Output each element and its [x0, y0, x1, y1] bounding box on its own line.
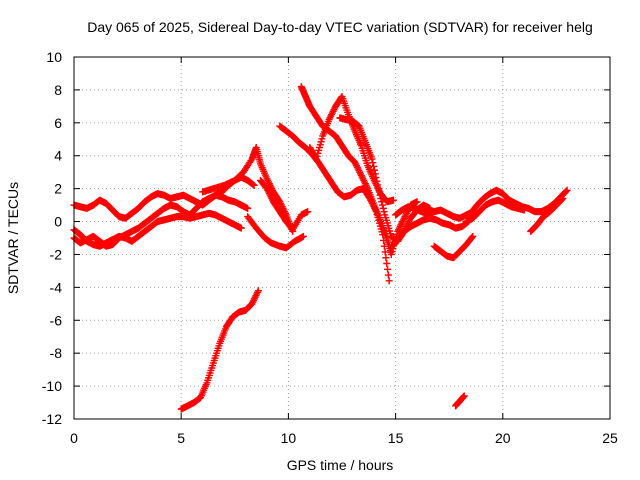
- y-tick-label: 10: [46, 49, 62, 65]
- data-point: [377, 195, 385, 203]
- data-point: [244, 204, 252, 212]
- y-axis-title: SDTVAR / TECUs: [5, 182, 21, 294]
- x-tick-label: 20: [495, 430, 511, 446]
- y-tick-label: -4: [50, 279, 63, 295]
- data-layer: [70, 83, 571, 413]
- tick-label-layer: 0 5 10 15 20 25 -12 -10 -8 -6 -4 -2 0 2 4 6 8 10: [42, 49, 618, 446]
- x-axis-title: GPS time / hours: [287, 457, 394, 473]
- series-track-m: [430, 232, 477, 262]
- y-tick-label: 2: [54, 181, 62, 197]
- x-tick-label: 15: [388, 430, 404, 446]
- data-point: [413, 198, 421, 206]
- data-point: [383, 260, 391, 268]
- data-point: [379, 204, 387, 212]
- data-point: [389, 196, 397, 204]
- data-point: [562, 187, 570, 195]
- data-point: [254, 287, 262, 295]
- y-tick-label: 0: [54, 214, 62, 230]
- data-point: [250, 181, 258, 189]
- data-point: [372, 174, 380, 182]
- data-point: [559, 195, 567, 203]
- y-tick-label: -8: [50, 345, 63, 361]
- data-point: [370, 166, 378, 174]
- series-track-k: [392, 203, 477, 222]
- x-tick-label: 25: [602, 430, 618, 446]
- series-track-p: [527, 195, 567, 235]
- series-track-f: [257, 176, 312, 234]
- chart-title: Day 065 of 2025, Sidereal Day-to-day VTE…: [87, 19, 593, 35]
- data-point: [378, 198, 386, 206]
- data-point: [311, 154, 319, 162]
- data-point: [384, 271, 392, 279]
- tick-layer: [73, 56, 611, 420]
- data-point: [520, 206, 528, 214]
- y-tick-label: -6: [50, 312, 63, 328]
- data-point: [382, 254, 390, 262]
- data-point: [369, 159, 377, 167]
- series-track-c: [70, 209, 245, 250]
- data-point: [563, 186, 571, 194]
- series-track-o: [462, 196, 528, 226]
- series-track-a: [70, 190, 252, 222]
- data-point: [558, 195, 566, 203]
- data-point: [460, 392, 468, 400]
- grid-layer: [74, 57, 610, 419]
- data-point: [370, 162, 378, 170]
- x-tick-label: 0: [70, 430, 78, 446]
- series-track-r: [452, 392, 468, 410]
- series-track-l: [387, 214, 472, 252]
- data-point: [374, 181, 382, 189]
- data-point: [469, 232, 477, 240]
- data-point: [299, 232, 307, 240]
- y-tick-label: 4: [54, 148, 62, 164]
- y-tick-label: 8: [54, 82, 62, 98]
- y-tick-label: 6: [54, 115, 62, 131]
- data-point: [373, 177, 381, 185]
- data-point: [378, 201, 386, 209]
- y-tick-label: -12: [42, 411, 62, 427]
- series-track-q: [177, 287, 262, 413]
- data-point: [384, 265, 392, 273]
- data-point: [376, 191, 384, 199]
- x-tick-label: 10: [281, 430, 297, 446]
- plot-frame: [73, 56, 611, 420]
- data-point: [380, 208, 388, 216]
- x-tick-label: 5: [177, 430, 185, 446]
- data-point: [375, 188, 383, 196]
- data-point: [237, 224, 245, 232]
- y-tick-label: -2: [50, 246, 63, 262]
- data-point: [468, 233, 476, 241]
- data-point: [371, 170, 379, 178]
- data-point: [368, 155, 376, 163]
- series-track-e: [244, 213, 307, 252]
- data-point: [304, 208, 312, 216]
- y-tick-label: -10: [42, 378, 62, 394]
- series-track-i: [306, 92, 397, 206]
- data-point: [374, 185, 382, 193]
- data-point: [385, 277, 393, 285]
